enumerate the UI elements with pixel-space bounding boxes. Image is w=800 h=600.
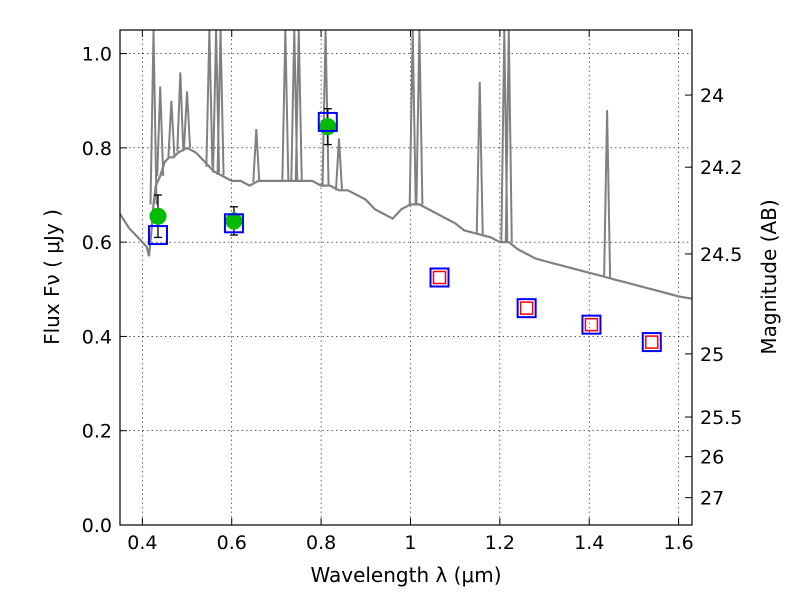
emission-line [281,29,290,181]
y-tick-label: 0.0 [82,515,112,537]
y2-tick-label: 24 [700,85,724,107]
x-tick-label: 0.6 [217,532,247,554]
observed-point [149,207,167,225]
x-tick-label: 0.4 [127,532,157,554]
y2-tick-label: 25 [700,344,724,366]
model-square-marker [581,314,602,335]
x-tick-label: 1.6 [663,532,693,554]
y2-tick-label: 24.5 [700,244,742,266]
y-tick-label: 0.4 [82,326,112,348]
x-axis-label: Wavelength λ (μm) [310,563,501,587]
model-square-marker [317,111,338,132]
model-square-marker [516,298,537,319]
emission-line [252,128,261,183]
emission-line [216,29,225,175]
observed-point [319,118,337,136]
plot-area [119,29,693,353]
y-tick-label: 0.8 [82,138,112,160]
y-axis-label: Flux Fν ( μJy ) [40,209,64,345]
y-tick-label: 1.0 [82,44,112,66]
y2-tick-label: 25.5 [700,407,742,429]
emission-line [334,138,343,191]
emission-line [408,29,417,205]
plot-frame [119,29,693,526]
observed-point [225,212,243,230]
y2-tick-label: 26 [700,447,724,469]
model-square-marker [429,267,450,288]
y2-tick-label: 24.2 [700,157,742,179]
model-inner-square-marker [584,317,599,332]
axis-ticks: 0.4 0.6 0.8 1 1.2 1.4 1.6 0.0 0.2 0.4 0.6 0.8 1.0 24 2… [82,30,742,554]
y2-tick-label: 27 [700,488,724,510]
y-tick-label: 0.6 [82,232,112,254]
model-square-marker [147,225,168,246]
y2-axis-label: Magnitude (AB) [757,199,781,354]
emission-line [167,100,176,158]
model-square-marker [223,213,244,234]
emission-line [504,29,513,243]
x-tick-label: 1 [404,532,416,554]
emission-line [415,29,424,205]
emission-line [183,91,192,148]
emission-line [176,72,185,152]
model-square-marker [641,332,662,353]
x-tick-label: 1.4 [574,532,604,554]
emission-line [603,110,612,278]
model-inner-square-marker [645,335,659,349]
y-tick-label: 0.2 [82,421,112,443]
emission-line [205,29,214,167]
x-tick-label: 1.2 [485,532,515,554]
model-inner-square-marker [519,301,534,315]
emission-line [149,29,158,205]
x-tick-label: 0.8 [306,532,336,554]
spectrum-line [119,146,693,300]
emission-line [475,81,484,235]
emission-line [294,29,303,181]
model-inner-square-marker [432,270,447,285]
emission-line [156,86,165,177]
